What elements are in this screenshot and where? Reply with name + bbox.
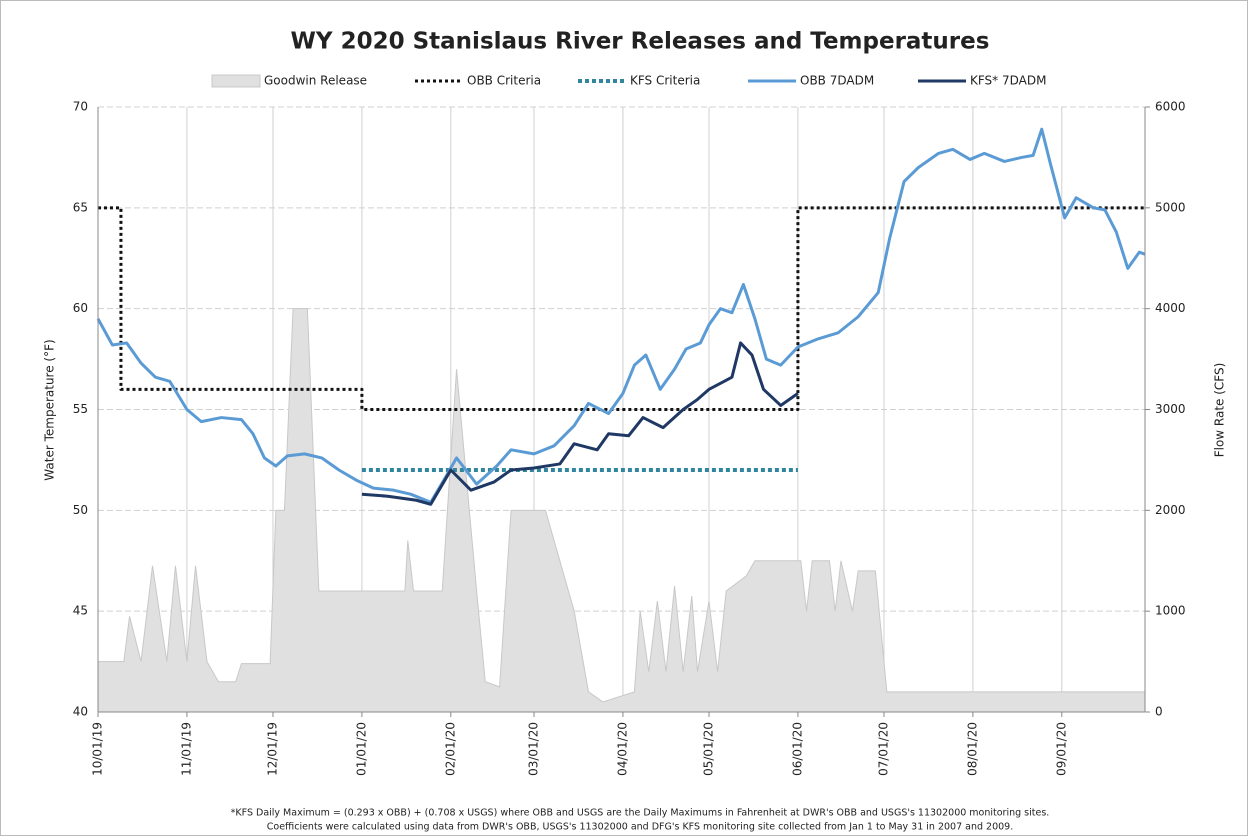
x-tick-label: 07/01/20 [876, 722, 890, 776]
y2-tick-label: 0 [1155, 705, 1163, 719]
legend-label: OBB Criteria [467, 74, 541, 88]
area [97, 308, 1146, 713]
x-tick-label: 04/01/20 [615, 722, 629, 776]
y-tick-label: 60 [73, 301, 88, 315]
legend-label: KFS Criteria [630, 74, 700, 88]
x-tick-label: 02/01/20 [443, 722, 457, 776]
line [96, 127, 1146, 504]
legend-label: Goodwin Release [264, 74, 367, 88]
x-tick-label: 11/01/19 [179, 722, 193, 776]
y-tick-label: 65 [73, 200, 88, 214]
legend-label: OBB 7DADM [800, 74, 874, 88]
x-tick-label: 06/01/20 [790, 722, 804, 776]
chart-title: WY 2020 Stanislaus River Releases and Te… [291, 29, 990, 55]
y-tick-label: 70 [73, 100, 88, 114]
y2-tick-label: 4000 [1155, 301, 1186, 315]
x-tick-label: 05/01/20 [701, 722, 715, 776]
x-tick-label: 03/01/20 [527, 722, 541, 776]
legend-label: KFS* 7DADM [970, 74, 1046, 88]
y-axis-title: Water Temperature (°F) [43, 339, 57, 480]
y2-tick-label: 5000 [1155, 200, 1186, 214]
y-tick-label: 40 [73, 705, 88, 719]
y-tick-label: 55 [73, 402, 88, 416]
y2-tick-label: 1000 [1155, 604, 1186, 618]
x-tick-label: 08/01/20 [965, 722, 979, 776]
y2-axis-title: Flow Rate (CFS) [1213, 363, 1227, 458]
legend-swatch [211, 74, 261, 88]
x-tick-label: 10/01/19 [91, 722, 105, 776]
y2-tick-label: 2000 [1155, 503, 1186, 517]
x-tick-label: 09/01/20 [1054, 722, 1068, 776]
y-tick-label: 45 [73, 604, 88, 618]
footnote: Coefficients were calculated using data … [267, 822, 1013, 833]
y-tick-label: 50 [73, 503, 88, 517]
y2-tick-label: 6000 [1155, 100, 1186, 114]
y2-tick-label: 3000 [1155, 402, 1186, 416]
x-tick-label: 12/01/19 [265, 722, 279, 776]
line [361, 341, 799, 506]
line [98, 206, 1145, 411]
x-tick-label: 01/01/20 [354, 722, 368, 776]
footnote: *KFS Daily Maximum = (0.293 x OBB) + (0.… [231, 808, 1050, 819]
